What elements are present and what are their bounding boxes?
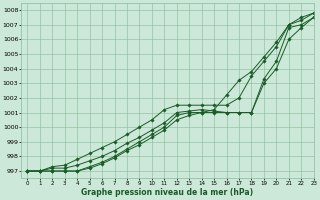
X-axis label: Graphe pression niveau de la mer (hPa): Graphe pression niveau de la mer (hPa) xyxy=(81,188,253,197)
